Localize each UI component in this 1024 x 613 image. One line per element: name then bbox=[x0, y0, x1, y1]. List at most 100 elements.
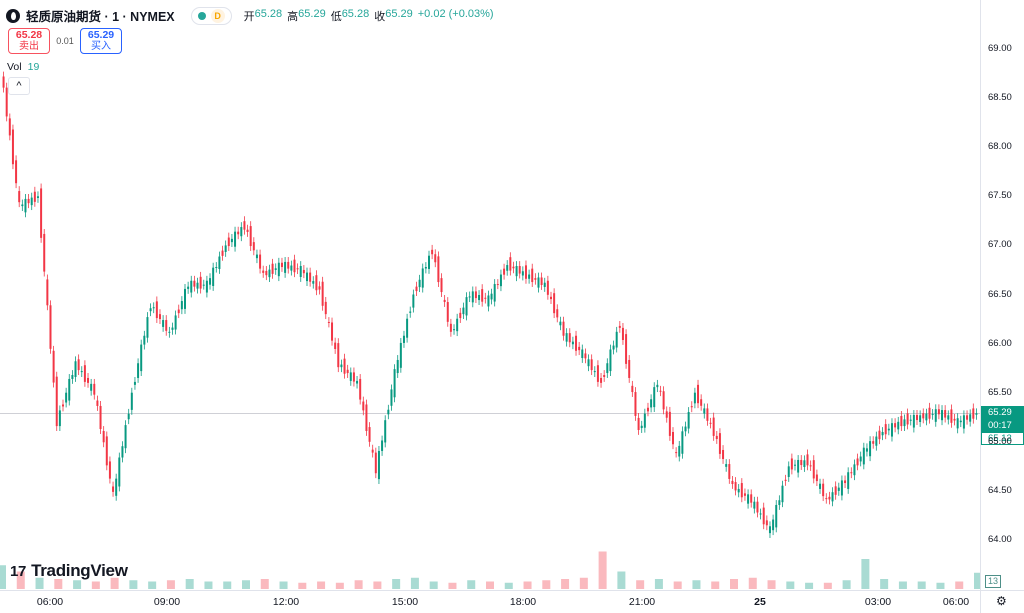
candle-body bbox=[459, 312, 462, 319]
candle-body bbox=[615, 331, 618, 348]
candle-body bbox=[840, 480, 843, 496]
price-axis[interactable]: 65.29 00:17 65.12 13 69.00 68.50 68.00 67.5… bbox=[980, 0, 1024, 590]
candle-body bbox=[581, 349, 584, 359]
candle-body bbox=[759, 513, 762, 515]
candle-body bbox=[43, 233, 46, 272]
market-status-pill[interactable]: D bbox=[190, 6, 232, 25]
candle-body bbox=[700, 399, 703, 406]
candle-body bbox=[553, 293, 556, 314]
candle-body bbox=[634, 392, 637, 416]
candle-body bbox=[137, 363, 140, 378]
volume-bar bbox=[166, 580, 175, 589]
candle-body bbox=[847, 472, 850, 489]
candle-body bbox=[384, 420, 387, 443]
candle-body bbox=[962, 415, 965, 429]
candle-body bbox=[556, 309, 559, 318]
candle-body bbox=[58, 410, 61, 427]
volume-bar bbox=[579, 577, 588, 589]
candle-body bbox=[8, 118, 11, 136]
candle-body bbox=[268, 269, 271, 278]
candle-body bbox=[424, 267, 427, 269]
symbol-title[interactable]: 轻质原油期货 · 1 · NYMEX bbox=[26, 10, 175, 24]
candle-body bbox=[778, 500, 781, 505]
candle-body bbox=[646, 407, 649, 412]
close-value: 65.29 bbox=[385, 7, 413, 20]
chevron-up-icon: ^ bbox=[16, 80, 22, 92]
candle-body bbox=[296, 268, 299, 270]
candle-body bbox=[947, 415, 950, 420]
candle-body bbox=[743, 493, 746, 496]
candle-body bbox=[656, 384, 659, 388]
candle-body bbox=[180, 301, 183, 310]
candle-body bbox=[856, 458, 859, 466]
time-tick: 15:00 bbox=[391, 596, 419, 608]
price-tick: 68.00 bbox=[988, 141, 1012, 153]
candle-body bbox=[162, 320, 165, 327]
collapse-legend-button[interactable]: ^ bbox=[8, 77, 30, 95]
candle-body bbox=[387, 409, 390, 415]
candle-body bbox=[146, 317, 149, 338]
volume-bar bbox=[354, 580, 363, 589]
candle-body bbox=[697, 384, 700, 404]
candle-body bbox=[756, 501, 759, 513]
candle-body bbox=[96, 400, 99, 406]
candle-body bbox=[74, 361, 77, 377]
candle-body bbox=[884, 424, 887, 435]
volume-bar bbox=[936, 582, 945, 589]
candle-body bbox=[478, 294, 481, 301]
volume-legend[interactable]: Vol 19 bbox=[7, 61, 39, 73]
time-tick: 06:00 bbox=[36, 596, 64, 608]
candle-body bbox=[937, 409, 940, 415]
buy-button[interactable]: 65.29 买入 bbox=[80, 28, 122, 54]
candle-body bbox=[568, 333, 571, 343]
candle-body bbox=[712, 417, 715, 436]
candle-body bbox=[2, 76, 5, 88]
candle-body bbox=[227, 237, 230, 247]
candle-body bbox=[440, 278, 443, 293]
candle-body bbox=[934, 409, 937, 422]
sell-button[interactable]: 65.28 卖出 bbox=[8, 28, 50, 54]
time-tick: 25 bbox=[754, 596, 766, 608]
candle-body bbox=[684, 426, 687, 432]
candle-body bbox=[130, 392, 133, 410]
candle-body bbox=[681, 431, 684, 454]
candle-body bbox=[897, 421, 900, 430]
candle-body bbox=[625, 334, 628, 364]
candle-body bbox=[87, 377, 90, 383]
candle-body bbox=[30, 197, 33, 206]
price-tick: 66.50 bbox=[988, 288, 1012, 300]
volume-bar bbox=[805, 582, 814, 589]
candle-body bbox=[212, 267, 215, 286]
candle-body bbox=[168, 331, 171, 333]
candle-body bbox=[878, 430, 881, 440]
candle-body bbox=[715, 435, 718, 440]
time-tick: 12:00 bbox=[272, 596, 300, 608]
candle-body bbox=[65, 392, 68, 403]
volume-bar bbox=[955, 581, 964, 589]
candle-body bbox=[706, 408, 709, 421]
chart-pane[interactable]: 轻质原油期货 · 1 · NYMEX D 开 65.28 高 65.29 低 65.2… bbox=[0, 0, 980, 590]
candle-body bbox=[165, 320, 168, 331]
candle-body bbox=[672, 431, 674, 445]
gear-icon[interactable]: ⚙ bbox=[996, 594, 1007, 608]
candle-body bbox=[11, 129, 14, 165]
oil-drop-icon bbox=[6, 8, 20, 23]
candle-body bbox=[177, 309, 180, 314]
volume-bar bbox=[204, 581, 213, 589]
candle-body bbox=[462, 307, 465, 315]
candle-body bbox=[302, 269, 305, 274]
candle-body bbox=[152, 307, 155, 309]
ohlc-values: 开 65.28 高 65.29 低 65.28 收 65.29 +0.02 (+0.03… bbox=[244, 8, 494, 24]
volume-bar bbox=[786, 581, 795, 589]
candle-body bbox=[515, 266, 518, 277]
candle-body bbox=[396, 359, 399, 374]
price-chart[interactable] bbox=[0, 0, 980, 590]
tradingview-logo[interactable]: 17 TradingView bbox=[10, 561, 128, 581]
candle-body bbox=[834, 486, 837, 495]
volume-bar bbox=[242, 580, 250, 589]
time-axis[interactable]: 06:00 09:00 12:00 15:00 18:00 21:00 25 03:00 06:… bbox=[0, 590, 980, 613]
candle-body bbox=[722, 449, 725, 459]
volume-bar bbox=[486, 581, 494, 589]
candle-body bbox=[102, 430, 105, 443]
candle-body bbox=[252, 242, 255, 251]
